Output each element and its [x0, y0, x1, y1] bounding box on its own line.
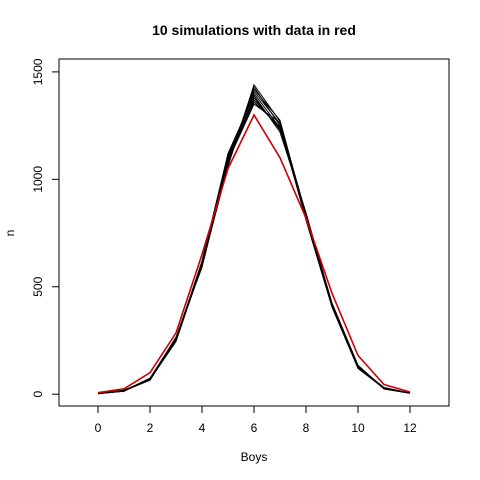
x-tick-label: 4	[199, 421, 206, 435]
data-series-line	[97, 113, 411, 394]
y-tick-label: 1000	[31, 166, 45, 193]
simulation-line-9	[97, 103, 411, 394]
y-axis-label: n	[3, 230, 17, 237]
plot-frame	[58, 58, 450, 407]
x-tick-label: 6	[251, 421, 258, 435]
y-tick-label: 1500	[31, 58, 45, 85]
simulation-line-7	[97, 88, 411, 394]
x-axis-label: Boys	[241, 450, 268, 464]
x-tick-label: 12	[403, 421, 417, 435]
x-tick-label: 8	[303, 421, 310, 435]
simulation-line-2	[97, 90, 411, 394]
simulation-line-8	[97, 101, 411, 395]
series-lines	[97, 83, 411, 395]
simulation-line-10	[97, 98, 411, 394]
simulation-line-1	[97, 83, 411, 394]
y-axis: 0 500 1000 1500	[31, 58, 60, 398]
x-tick-label: 0	[95, 421, 102, 435]
x-tick-label: 2	[147, 421, 154, 435]
x-tick-label: 10	[351, 421, 365, 435]
x-axis: 0 2 4 6 8 10 12	[95, 405, 417, 435]
simulation-line-5	[97, 96, 411, 394]
chart-title: 10 simulations with data in red	[152, 22, 356, 38]
simulation-line-6	[97, 94, 411, 394]
simulation-line-4	[97, 85, 411, 395]
simulation-line-3	[97, 92, 411, 394]
y-tick-label: 0	[31, 391, 45, 398]
y-tick-label: 500	[31, 276, 45, 296]
